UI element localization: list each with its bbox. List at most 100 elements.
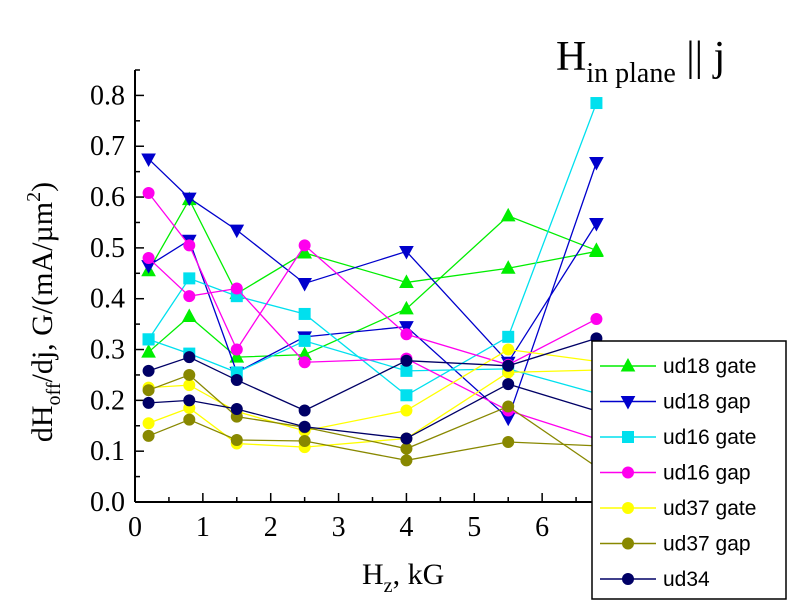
- legend-label: ud18 gap: [663, 391, 751, 414]
- y-axis-title: dHoff/dj, G/(mA/µm2): [23, 182, 65, 442]
- data-point: [181, 308, 197, 322]
- data-point: [142, 429, 155, 442]
- x-tick-label: 4: [399, 512, 413, 543]
- data-point: [589, 242, 604, 256]
- data-point: [298, 334, 311, 347]
- data-point: [230, 402, 243, 415]
- data-point: [183, 368, 196, 381]
- data-point: [183, 239, 196, 252]
- data-point: [399, 321, 414, 335]
- legend-item: ud16 gate: [600, 426, 756, 449]
- series-line: [148, 374, 604, 473]
- y-tick-label: 0.3: [90, 335, 125, 366]
- y-tick-label: 0.2: [90, 385, 125, 416]
- data-point: [400, 389, 413, 402]
- data-point: [142, 333, 155, 346]
- data-point: [298, 435, 311, 448]
- data-point: [142, 417, 155, 430]
- data-point: [502, 436, 515, 449]
- data-point: [400, 364, 413, 377]
- data-point: [181, 192, 197, 207]
- data-point: [589, 156, 604, 171]
- data-point: [142, 252, 155, 265]
- data-point: [141, 153, 156, 167]
- axis-tick-labels: 0 1 2 3 4 5 6 0.0 0.1 0.2 0.3 0.4 0.5 0.6 0.7 0.8: [90, 80, 549, 543]
- data-point: [183, 413, 196, 426]
- data-point: [183, 290, 196, 303]
- data-point: [230, 343, 243, 356]
- x-tick-label: 1: [196, 512, 210, 543]
- y-tick-label: 0.1: [90, 436, 125, 467]
- y-tick-label: 0.5: [90, 233, 125, 264]
- series-line: [148, 338, 604, 396]
- data-point: [400, 404, 413, 417]
- legend-marker: [622, 502, 634, 514]
- x-tick-label: 6: [535, 512, 549, 543]
- data-point: [142, 186, 155, 199]
- data-point: [229, 224, 245, 239]
- data-point: [502, 400, 515, 413]
- x-tick-label: 5: [467, 512, 481, 543]
- data-point: [400, 442, 413, 455]
- data-point: [399, 245, 414, 260]
- series-ud16-gate: [142, 97, 610, 402]
- legend-item: ud37 gate: [600, 497, 756, 520]
- data-point: [142, 396, 155, 409]
- y-tick-label: 0.8: [90, 80, 125, 111]
- series-ud37-gap: [142, 368, 610, 478]
- series-ud18-gap: [141, 153, 604, 427]
- y-tick-label: 0.4: [90, 284, 125, 315]
- data-point: [141, 344, 156, 358]
- data-point: [298, 356, 311, 369]
- data-point: [400, 432, 413, 445]
- x-axis-title: Hz, kG: [362, 558, 444, 597]
- data-point: [400, 328, 413, 341]
- data-point: [183, 272, 196, 285]
- data-point: [298, 239, 311, 252]
- data-point: [230, 433, 243, 446]
- data-point: [298, 307, 311, 320]
- data-point: [502, 378, 515, 391]
- x-tick-label: 2: [264, 512, 278, 543]
- legend-marker: [622, 431, 634, 443]
- series-ud18-gate: [141, 191, 604, 363]
- data-point: [502, 359, 515, 372]
- series-ud34: [142, 332, 610, 445]
- y-tick-label: 0.0: [90, 487, 125, 518]
- data-point: [400, 454, 413, 467]
- data-point: [399, 300, 414, 315]
- series-line: [148, 383, 604, 440]
- x-tick-label: 0: [128, 512, 142, 543]
- data-point: [589, 217, 604, 232]
- data-point: [502, 330, 515, 343]
- data-point: [230, 374, 243, 387]
- series-ud16-gap: [142, 186, 610, 448]
- series-line: [148, 257, 604, 442]
- series-line: [148, 215, 597, 358]
- legend-label: ud16 gap: [663, 462, 751, 485]
- legend-label: ud18 gate: [663, 355, 756, 378]
- legend-marker: [620, 357, 636, 372]
- data-point: [590, 313, 603, 326]
- data-point: [399, 274, 414, 288]
- data-point: [183, 351, 196, 364]
- data-point: [297, 277, 312, 292]
- legend-item: ud37 gap: [600, 533, 751, 556]
- legend-item: ud18 gap: [600, 391, 751, 414]
- legend-marker: [622, 466, 634, 479]
- legend-item: ud18 gate: [600, 355, 756, 378]
- legend-marker: [620, 396, 636, 410]
- legend-item: ud34: [600, 568, 710, 591]
- data-point: [502, 343, 515, 356]
- data-point: [500, 260, 516, 274]
- legend-label: ud37 gap: [663, 533, 751, 556]
- y-tick-label: 0.7: [90, 131, 125, 162]
- legend-marker: [622, 573, 634, 585]
- legend-items: ud18 gate ud18 gap ud16 gate ud16 gap ud37 g…: [600, 355, 756, 591]
- data-point: [183, 379, 196, 392]
- series-line: [148, 162, 598, 420]
- x-tick-label: 3: [332, 512, 346, 543]
- data-point: [500, 207, 516, 222]
- legend-item: ud16 gap: [600, 462, 751, 485]
